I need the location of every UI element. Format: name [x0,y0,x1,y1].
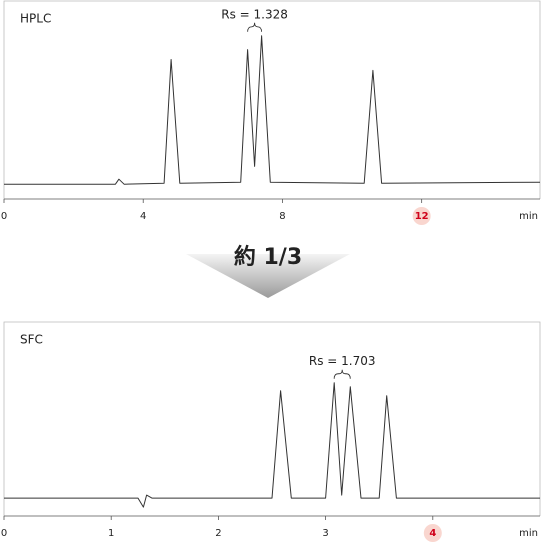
tick-highlight [423,524,442,542]
brace [333,369,351,379]
chart-title: SFC [20,333,43,347]
trace [4,35,541,185]
annotation: Rs = 1.703 [309,354,376,368]
reduction-arrow [186,254,350,298]
x-tick-label: 2 [215,528,221,539]
x-tick-label: 1 [108,528,114,539]
x-tick-label: 0 [1,528,7,539]
chart-title: HPLC [20,12,51,26]
x-tick-label: 12 [415,211,429,222]
trace [4,382,540,508]
x-tick-label: 4 [140,211,146,222]
x-tick-label: 8 [279,211,285,222]
comparison-label: 約 1/3 [234,244,302,270]
tick-highlight [412,207,431,225]
annotation: Rs = 1.328 [221,7,288,21]
x-tick-label: 3 [322,528,328,539]
x-tick-label: 0 [1,211,7,222]
frame [3,321,541,516]
x-tick-label: 4 [429,528,436,539]
brace [247,22,263,32]
frame [3,0,541,199]
x-axis-label: min [519,528,538,539]
x-axis-label: min [519,211,538,222]
